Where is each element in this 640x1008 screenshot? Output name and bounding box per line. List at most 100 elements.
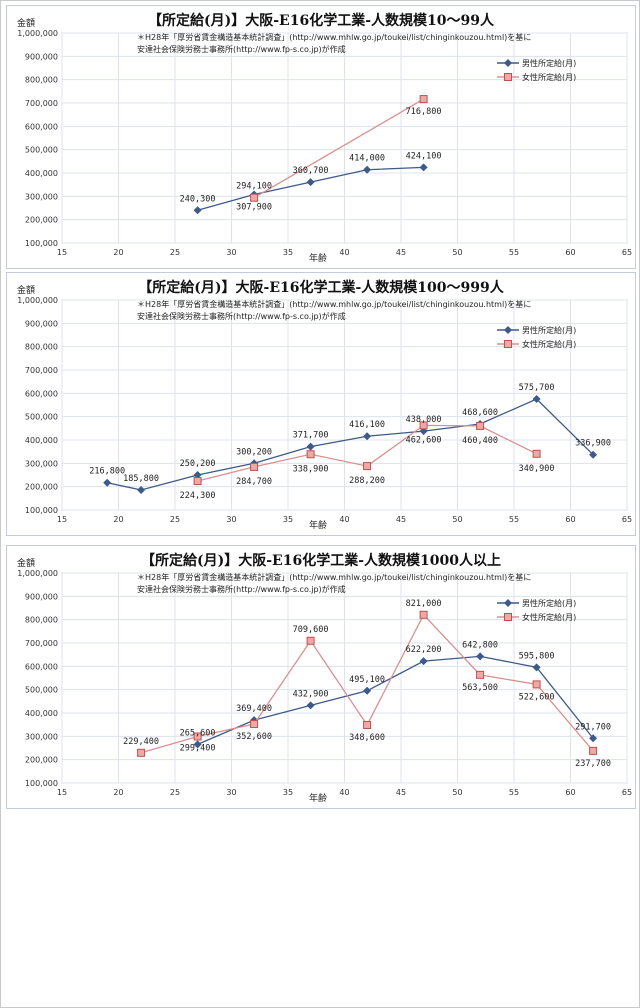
y-tick-label: 1,000,000 [17, 296, 58, 305]
y-tick-label: 700,000 [25, 639, 58, 648]
male-data-label: 336,900 [575, 439, 611, 449]
female-data-point [250, 193, 259, 202]
female-data-label: 224,300 [180, 491, 216, 501]
y-axis-label: 金額 [17, 286, 36, 296]
x-tick-label: 65 [622, 248, 632, 257]
y-tick-label: 100,000 [25, 779, 58, 788]
male-data-label: 575,700 [519, 383, 555, 393]
y-tick-label: 400,000 [25, 709, 58, 718]
male-data-point [137, 485, 146, 494]
source-note-line2: 安達社会保険労務士事務所(http://www.fp-s.co.jp)が作成 [137, 312, 346, 321]
male-data-point [476, 652, 485, 661]
y-tick-label: 200,000 [25, 756, 58, 765]
y-tick-label: 300,000 [25, 459, 58, 468]
chart-plot-2: 100,000 200,000 300,000 400,000 500,000 600,0… [17, 296, 632, 524]
male-data-label: 185,800 [123, 474, 159, 484]
legend-male-label: 男性所定給(月) [522, 58, 577, 68]
legend-female-swatch [497, 73, 519, 81]
x-tick-label: 25 [170, 248, 180, 257]
x-tick-label: 20 [113, 248, 123, 257]
source-note: ＊H28年「厚労省賃金構造基本統計調査」(http://www.mhlw.go.… [137, 572, 531, 596]
legend: 男性所定給(月) 女性所定給(月) [497, 596, 576, 624]
y-axis-label: 金額 [17, 559, 36, 569]
female-data-point [532, 449, 541, 458]
male-data-label: 414,000 [349, 154, 385, 164]
y-tick-label: 600,000 [25, 662, 58, 671]
x-tick-label: 55 [509, 788, 519, 797]
male-data-point [193, 740, 202, 749]
x-axis-label: 年齢 [309, 254, 328, 264]
source-note-line1: ＊H28年「厚労省賃金構造基本統計調査」(http://www.mhlw.go.… [137, 300, 532, 309]
legend-male-label: 男性所定給(月) [522, 325, 577, 335]
male-data-label: 622,200 [406, 645, 442, 655]
legend-item-male: 男性所定給(月) [497, 56, 576, 70]
legend-female-swatch [497, 613, 519, 621]
female-data-point [137, 748, 146, 757]
male-data-label: 240,300 [180, 194, 216, 204]
female-data-label: 821,000 [406, 599, 442, 609]
female-data-label: 299,400 [180, 743, 216, 753]
chart-title: 【所定給(月)】大阪-E16化学工業-人数規模1000人以上 [141, 553, 501, 569]
y-tick-label: 500,000 [25, 413, 58, 422]
male-data-label: 307,900 [236, 202, 272, 212]
y-tick-label: 900,000 [25, 52, 58, 61]
x-tick-label: 50 [452, 515, 462, 524]
source-note-line1: ＊H28年「厚労省賃金構造基本統計調査」(http://www.mhlw.go.… [137, 33, 532, 42]
female-series-line [253, 98, 424, 199]
male-data-point [363, 165, 372, 174]
male-data-point [193, 470, 202, 479]
y-tick-label: 900,000 [25, 319, 58, 328]
male-data-point [532, 395, 541, 404]
male-data-point [306, 442, 315, 451]
male-data-point [589, 734, 598, 743]
x-tick-label: 20 [113, 788, 123, 797]
x-tick-label: 45 [396, 248, 406, 257]
male-data-label: 495,100 [349, 675, 385, 685]
y-tick-label: 300,000 [25, 192, 58, 201]
male-data-point [419, 657, 428, 666]
legend-female-label: 女性所定給(月) [522, 72, 577, 82]
x-tick-label: 65 [622, 515, 632, 524]
legend-female-swatch [497, 340, 519, 348]
y-tick-label: 100,000 [25, 506, 58, 515]
male-data-label: 371,700 [293, 431, 329, 441]
female-data-point [193, 476, 202, 485]
female-data-point [532, 680, 541, 689]
x-tick-label: 45 [396, 515, 406, 524]
female-data-label: 288,200 [349, 476, 385, 486]
x-axis-label: 年齢 [309, 794, 328, 804]
y-tick-label: 200,000 [25, 483, 58, 492]
legend-female-label: 女性所定給(月) [522, 612, 577, 622]
x-tick-label: 50 [452, 788, 462, 797]
female-data-point [419, 95, 428, 104]
legend-item-female: 女性所定給(月) [497, 337, 576, 351]
y-tick-label: 1,000,000 [17, 569, 58, 578]
male-data-label: 438,000 [406, 415, 442, 425]
female-data-point [419, 610, 428, 619]
male-data-label: 360,700 [293, 166, 329, 176]
x-tick-label: 35 [283, 515, 293, 524]
female-data-point [250, 462, 259, 471]
female-data-label: 709,600 [293, 625, 329, 635]
y-tick-label: 400,000 [25, 436, 58, 445]
x-tick-label: 15 [57, 248, 67, 257]
x-tick-label: 25 [170, 515, 180, 524]
female-data-point [250, 720, 259, 729]
y-axis-label: 金額 [17, 19, 36, 29]
male-data-point [589, 450, 598, 459]
x-tick-label: 35 [283, 788, 293, 797]
y-tick-label: 800,000 [25, 616, 58, 625]
y-tick-label: 900,000 [25, 592, 58, 601]
chart-panel-2: 100,000 200,000 300,000 400,000 500,000 600,0… [6, 272, 636, 536]
female-data-label: 352,600 [236, 732, 272, 742]
female-data-label: 460,400 [462, 436, 498, 446]
female-data-point [306, 450, 315, 459]
male-data-label: 424,100 [406, 151, 442, 161]
female-data-point [476, 670, 485, 679]
x-tick-label: 20 [113, 515, 123, 524]
x-tick-label: 15 [57, 788, 67, 797]
female-data-label: 348,600 [349, 733, 385, 743]
female-data-label: 284,700 [236, 477, 272, 487]
legend-item-male: 男性所定給(月) [497, 596, 576, 610]
female-data-label: 294,100 [236, 182, 272, 192]
